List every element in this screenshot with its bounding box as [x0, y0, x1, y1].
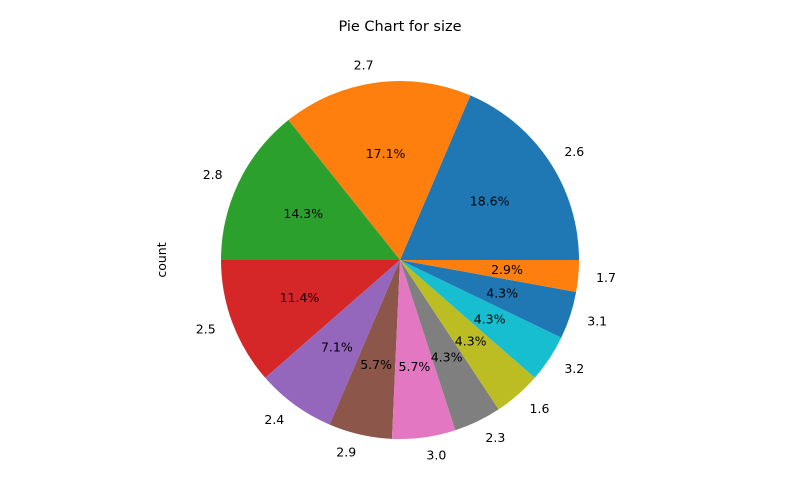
category-label: 3.1 — [587, 313, 607, 328]
percent-label: 17.1% — [366, 146, 406, 161]
chart-title: Pie Chart for size — [338, 19, 461, 35]
category-label: 1.6 — [530, 401, 550, 416]
percent-label: 4.3% — [455, 333, 487, 348]
category-label: 1.7 — [596, 270, 616, 285]
category-label: 2.4 — [264, 412, 284, 427]
percent-label: 14.3% — [283, 206, 323, 221]
pie-slice-3-1 — [400, 260, 577, 338]
category-label: 2.6 — [564, 144, 584, 159]
percent-label: 4.3% — [431, 349, 463, 364]
percent-labels: 18.6%17.1%14.3%11.4%7.1%5.7% 5.7%4.3%4.3%… — [280, 146, 523, 374]
pie-slice-2-9 — [329, 260, 400, 439]
pie-slice-2-7 — [288, 80, 471, 260]
percent-label: 5.7% — [360, 357, 392, 372]
pie-slice-1-6 — [400, 260, 535, 410]
category-label: 2.9 — [336, 444, 356, 459]
percent-label: 11.4% — [280, 290, 320, 305]
pie-slice-2-4 — [265, 260, 400, 425]
category-label: 3.0 — [426, 448, 446, 463]
percent-label: 4.3% — [474, 312, 506, 327]
percent-label: 2.9% — [491, 262, 523, 277]
pie-slices — [221, 80, 579, 440]
pie-slice-1-7 — [400, 260, 579, 292]
percent-label: 4.3% — [486, 286, 518, 301]
category-label: 2.8 — [203, 167, 223, 182]
pie-slice-3-2 — [400, 260, 562, 378]
category-label: 2.5 — [196, 322, 216, 337]
pie-slice-2-8 — [221, 120, 400, 260]
category-labels: 2.6 2.7 2.8 2.5 2.4 2.9 3.0 2.3 1.6 3.2 3.1 1.7 — [196, 57, 616, 462]
percent-label: 7.1% — [321, 339, 353, 354]
pie-slice-2-5 — [221, 260, 400, 378]
pie-slice-2-6 — [400, 95, 579, 261]
y-axis-label: count — [154, 242, 169, 277]
category-label: 2.7 — [354, 57, 374, 72]
category-label: 2.3 — [485, 430, 505, 445]
percent-label: 5.7% — [399, 359, 431, 374]
pie-slice-3-0 — [391, 260, 456, 440]
percent-label: 18.6% — [470, 193, 510, 208]
category-label: 3.2 — [564, 361, 584, 376]
pie-slice-2-3 — [400, 260, 499, 431]
